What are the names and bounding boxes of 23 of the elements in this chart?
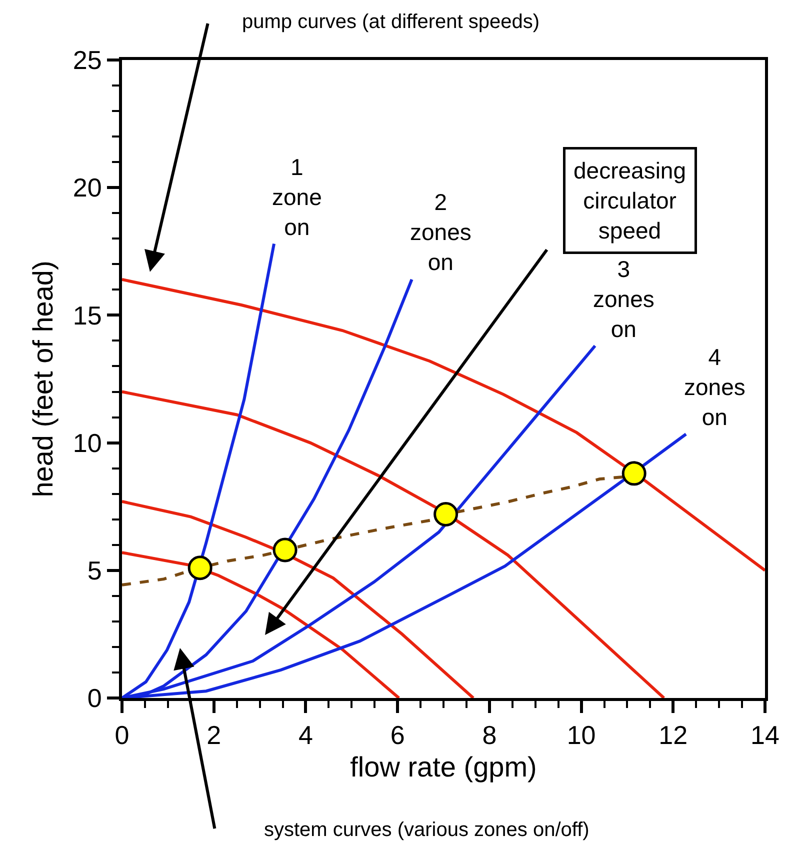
x-tick-label: 2	[206, 720, 222, 750]
x-tick-label: 8	[482, 720, 497, 750]
annotation: decreasing circulator speed	[574, 158, 686, 244]
series-label: 2 zones on	[410, 189, 472, 275]
x-axis-title: flow rate (gpm)	[350, 751, 537, 782]
series-label: 4 zones on	[684, 344, 746, 430]
y-tick-label: 10	[72, 428, 102, 458]
x-tick-label: 0	[114, 720, 130, 750]
x-tick-label: 14	[750, 720, 780, 750]
x-tick-label: 12	[658, 720, 688, 750]
y-tick-label: 0	[87, 683, 102, 714]
y-tick-label: 20	[72, 172, 102, 203]
text: system curves (various zones on/off)	[264, 819, 590, 841]
y-axis-title: head (feet of head)	[28, 260, 59, 498]
x-tick-label: 10	[566, 720, 596, 750]
series-label: 3 zones on	[593, 256, 654, 342]
x-tick-label: 6	[390, 720, 405, 750]
series-label: 1 zone on	[272, 154, 322, 240]
y-tick-label: 25	[72, 45, 102, 76]
y-tick-label: 5	[87, 556, 102, 586]
y-tick-label: 15	[72, 300, 102, 330]
x-tick-label: 4	[298, 720, 313, 750]
text: pump curves (at different speeds)	[242, 11, 540, 33]
